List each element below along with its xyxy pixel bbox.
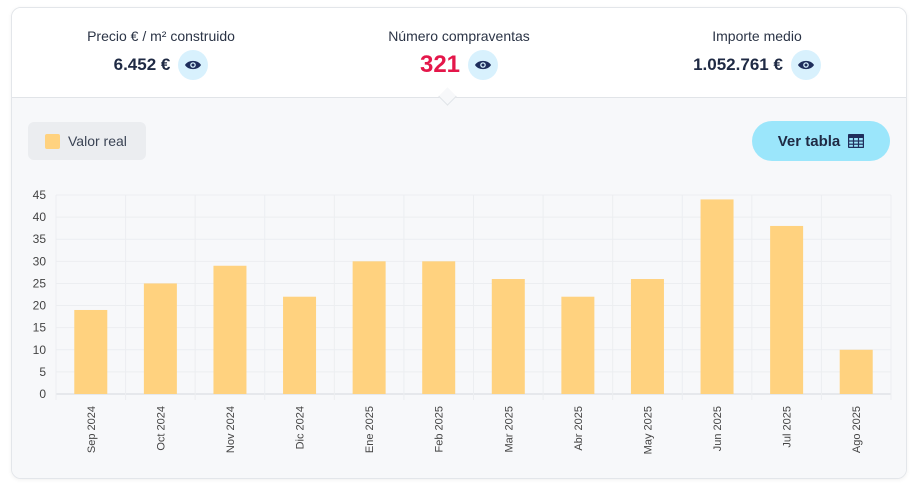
- bar: [770, 225, 804, 394]
- eye-icon: [475, 60, 492, 70]
- x-tick-label: May 2025: [642, 406, 654, 454]
- table-grid-icon: [848, 134, 865, 148]
- stat-value: 321: [419, 51, 461, 78]
- x-tick-label: Feb 2025: [434, 406, 446, 452]
- stat-sales-count: Número compraventas 321: [310, 8, 608, 97]
- stat-price-per-m2: Precio € / m² construido 6.452 €: [12, 8, 310, 97]
- legend-item[interactable]: Valor real: [28, 122, 146, 160]
- eye-button[interactable]: [178, 50, 209, 80]
- bar: [283, 296, 317, 394]
- stat-average-amount: Importe medio 1.052.761 €: [608, 8, 906, 97]
- x-tick-label: Abr 2025: [573, 406, 585, 451]
- bar: [700, 199, 734, 394]
- y-tick-label: 25: [33, 276, 47, 290]
- x-tick-label: Oct 2024: [155, 406, 167, 451]
- bar: [352, 261, 386, 394]
- stat-value: 1.052.761 €: [693, 55, 783, 74]
- bar: [422, 261, 456, 394]
- eye-button[interactable]: [790, 50, 821, 80]
- stat-value: 6.452 €: [113, 55, 171, 74]
- x-tick-label: Nov 2024: [225, 406, 237, 453]
- chart-area: Valor real Ver tabla 0 5 10 15 20 25 30 35 40 45 S…: [12, 98, 906, 478]
- y-tick-label: 35: [33, 232, 47, 246]
- x-tick-label: Jul 2025: [782, 406, 794, 448]
- stat-label: Número compraventas: [388, 28, 530, 44]
- view-table-button[interactable]: Ver tabla: [752, 121, 890, 161]
- bar: [213, 265, 247, 394]
- y-tick-label: 15: [33, 321, 47, 335]
- bar: [74, 309, 108, 394]
- x-tick-label: Mar 2025: [503, 406, 515, 452]
- bar: [561, 296, 595, 394]
- y-tick-label: 5: [39, 365, 46, 379]
- stat-label: Precio € / m² construido: [87, 28, 235, 44]
- y-tick-label: 45: [33, 188, 47, 202]
- eye-button[interactable]: [468, 50, 499, 80]
- y-tick-label: 40: [33, 210, 47, 224]
- y-tick-label: 20: [33, 299, 47, 313]
- stats-header: Precio € / m² construido 6.452 € Número …: [12, 8, 906, 98]
- bar: [839, 349, 873, 394]
- legend-label: Valor real: [68, 133, 127, 149]
- legend-swatch: [45, 133, 60, 149]
- x-tick-label: Jun 2025: [712, 406, 724, 451]
- view-table-label: Ver tabla: [777, 132, 841, 150]
- bar: [491, 279, 525, 394]
- x-tick-label: Ene 2025: [364, 406, 376, 453]
- y-tick-label: 0: [39, 387, 46, 401]
- eye-icon: [797, 60, 814, 70]
- stats-card: Precio € / m² construido 6.452 € Número …: [11, 7, 907, 479]
- bar: [630, 279, 664, 394]
- stat-label: Importe medio: [712, 28, 802, 44]
- y-tick-label: 30: [33, 254, 47, 268]
- eye-icon: [185, 60, 202, 70]
- x-tick-label: Dic 2024: [295, 406, 307, 449]
- y-tick-label: 10: [33, 343, 47, 357]
- x-tick-label: Ago 2025: [851, 406, 863, 453]
- bar-chart: 0 5 10 15 20 25 30 35 40 45 Sep 2024 Oct 2024 Nov 20…: [33, 188, 892, 454]
- bar: [143, 283, 177, 394]
- x-tick-label: Sep 2024: [86, 406, 98, 453]
